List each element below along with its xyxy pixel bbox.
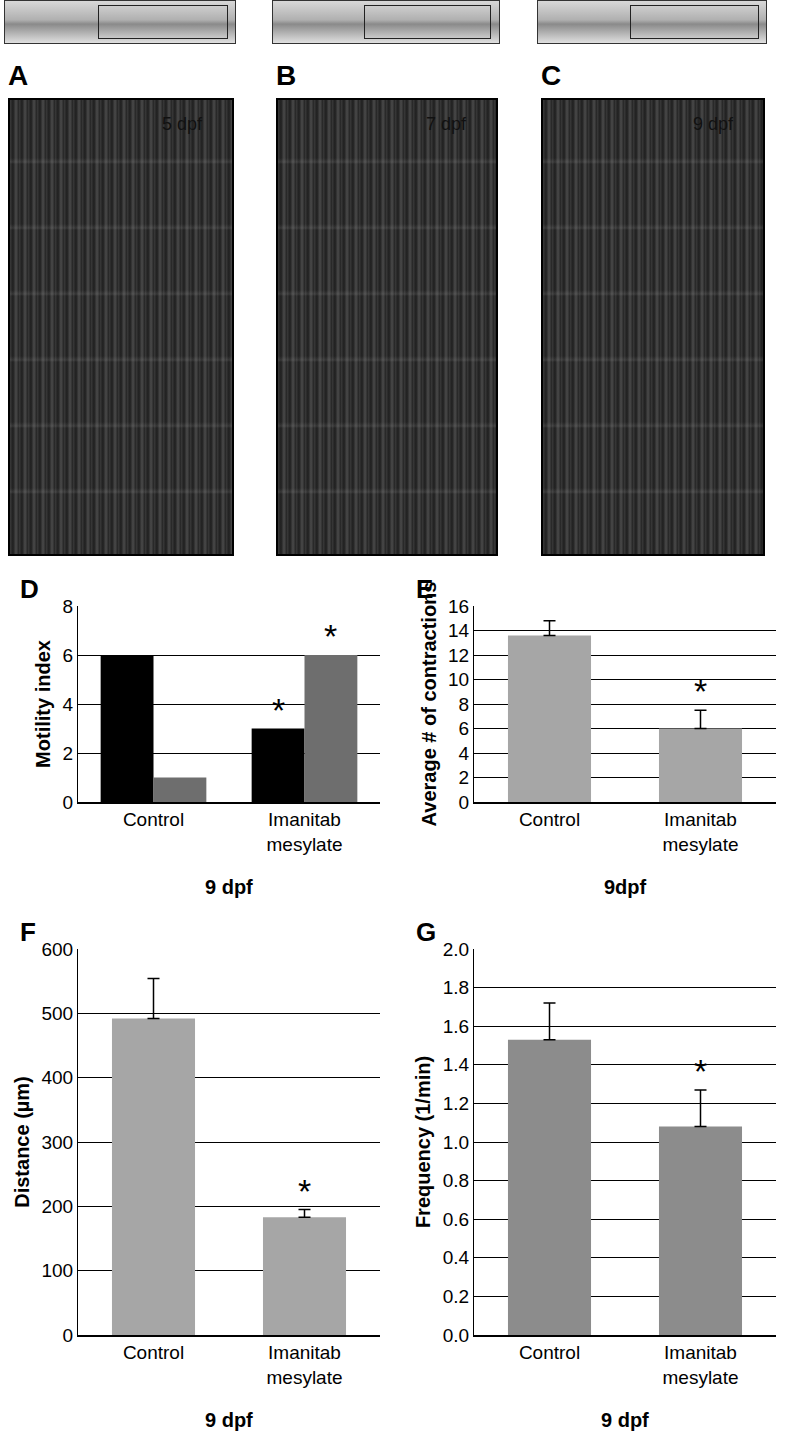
svg-text:G: G	[416, 917, 436, 947]
svg-text:E: E	[416, 574, 433, 604]
svg-text:Average # of contractions: Average # of contractions	[418, 582, 440, 827]
svg-text:D: D	[20, 574, 39, 604]
svg-text:400: 400	[41, 1067, 73, 1088]
svg-text:F: F	[20, 917, 36, 947]
svg-text:Imanitabmesylate: Imanitabmesylate	[662, 1342, 738, 1388]
svg-text:2: 2	[63, 743, 74, 764]
svg-text:Control: Control	[123, 1342, 184, 1363]
html-text:C: C	[541, 60, 562, 91]
svg-text:*: *	[694, 672, 707, 710]
svg-text:2.0: 2.0	[443, 939, 469, 960]
svg-text:1.4: 1.4	[443, 1054, 470, 1075]
svg-text:*: *	[324, 617, 337, 655]
svg-text:6: 6	[63, 645, 74, 666]
svg-text:1.2: 1.2	[443, 1093, 469, 1114]
svg-text:0.8: 0.8	[443, 1170, 469, 1191]
svg-text:4: 4	[459, 743, 470, 764]
svg-text:Imanitabmesylate: Imanitabmesylate	[662, 809, 738, 855]
svg-text:0.0: 0.0	[443, 1325, 469, 1346]
svg-text:9 dpf: 9 dpf	[205, 1409, 253, 1431]
svg-text:Imanitabmesylate: Imanitabmesylate	[266, 1342, 342, 1388]
html-text:7 dpf: 7 dpf	[426, 114, 466, 134]
svg-text:0.6: 0.6	[443, 1209, 469, 1230]
svg-text:1.0: 1.0	[443, 1132, 469, 1153]
svg-text:100: 100	[41, 1260, 73, 1281]
svg-text:*: *	[272, 691, 285, 729]
svg-text:12: 12	[448, 645, 469, 666]
svg-text:9 dpf: 9 dpf	[601, 1409, 649, 1431]
svg-text:9 dpf: 9 dpf	[205, 876, 253, 898]
svg-text:*: *	[694, 1052, 707, 1090]
svg-text:Control: Control	[519, 809, 580, 830]
svg-text:0: 0	[459, 792, 470, 813]
svg-text:0: 0	[63, 792, 74, 813]
svg-text:600: 600	[41, 939, 73, 960]
svg-text:4: 4	[63, 694, 74, 715]
html-text:A: A	[8, 60, 29, 91]
svg-text:0.2: 0.2	[443, 1286, 469, 1307]
svg-text:300: 300	[41, 1132, 73, 1153]
svg-text:14: 14	[448, 620, 470, 641]
svg-text:8: 8	[459, 694, 470, 715]
html-text:5 dpf: 5 dpf	[162, 114, 202, 134]
svg-text:10: 10	[448, 669, 469, 690]
svg-text:*: *	[298, 1172, 311, 1210]
svg-text:8: 8	[63, 596, 74, 617]
html-text:B: B	[276, 60, 297, 91]
svg-text:Frequency (1/min): Frequency (1/min)	[412, 1056, 434, 1228]
svg-text:6: 6	[459, 718, 470, 739]
svg-text:2: 2	[459, 767, 470, 788]
svg-text:200: 200	[41, 1196, 73, 1217]
svg-text:0.4: 0.4	[443, 1247, 470, 1268]
svg-text:1.6: 1.6	[443, 1016, 469, 1037]
svg-text:Distance (µm): Distance (µm)	[11, 1076, 33, 1208]
svg-text:Control: Control	[123, 809, 184, 830]
svg-text:9dpf: 9dpf	[604, 876, 647, 898]
html-text:9 dpf: 9 dpf	[693, 114, 733, 134]
svg-text:Motility index: Motility index	[32, 640, 54, 768]
svg-text:Control: Control	[519, 1342, 580, 1363]
svg-text:500: 500	[41, 1003, 73, 1024]
svg-text:16: 16	[448, 596, 469, 617]
svg-text:0: 0	[63, 1325, 74, 1346]
svg-text:1.8: 1.8	[443, 977, 469, 998]
svg-text:Imanitabmesylate: Imanitabmesylate	[266, 809, 342, 855]
